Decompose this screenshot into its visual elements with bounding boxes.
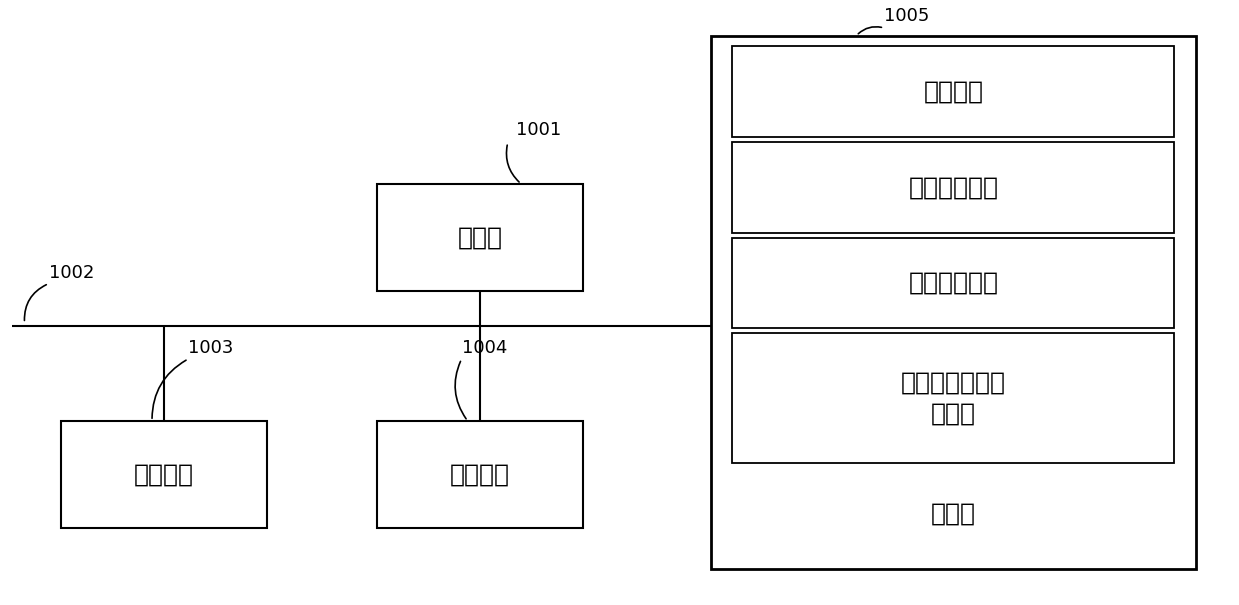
Text: 1004: 1004 xyxy=(462,339,507,357)
Bar xyxy=(732,142,1175,233)
Bar xyxy=(710,36,1196,569)
Bar xyxy=(377,184,584,290)
Text: 网络接口: 网络接口 xyxy=(450,462,510,486)
Bar xyxy=(377,421,584,528)
Text: 1001: 1001 xyxy=(517,122,561,139)
Text: 网络通信模块: 网络通信模块 xyxy=(908,175,999,200)
Text: 用户接口: 用户接口 xyxy=(134,462,195,486)
Text: 1005: 1005 xyxy=(885,7,929,25)
Bar xyxy=(61,421,268,528)
Text: 联邦模型参数确
定程序: 联邦模型参数确 定程序 xyxy=(901,370,1006,426)
Text: 处理器: 处理器 xyxy=(457,225,502,249)
Text: 存储器: 存储器 xyxy=(930,501,976,525)
Text: 用户接口模块: 用户接口模块 xyxy=(908,271,999,295)
Bar xyxy=(732,333,1175,463)
Text: 操作系统: 操作系统 xyxy=(923,80,984,104)
Text: 1003: 1003 xyxy=(188,339,234,357)
Text: 1002: 1002 xyxy=(48,264,94,282)
Bar xyxy=(732,238,1175,329)
Bar xyxy=(732,47,1175,137)
